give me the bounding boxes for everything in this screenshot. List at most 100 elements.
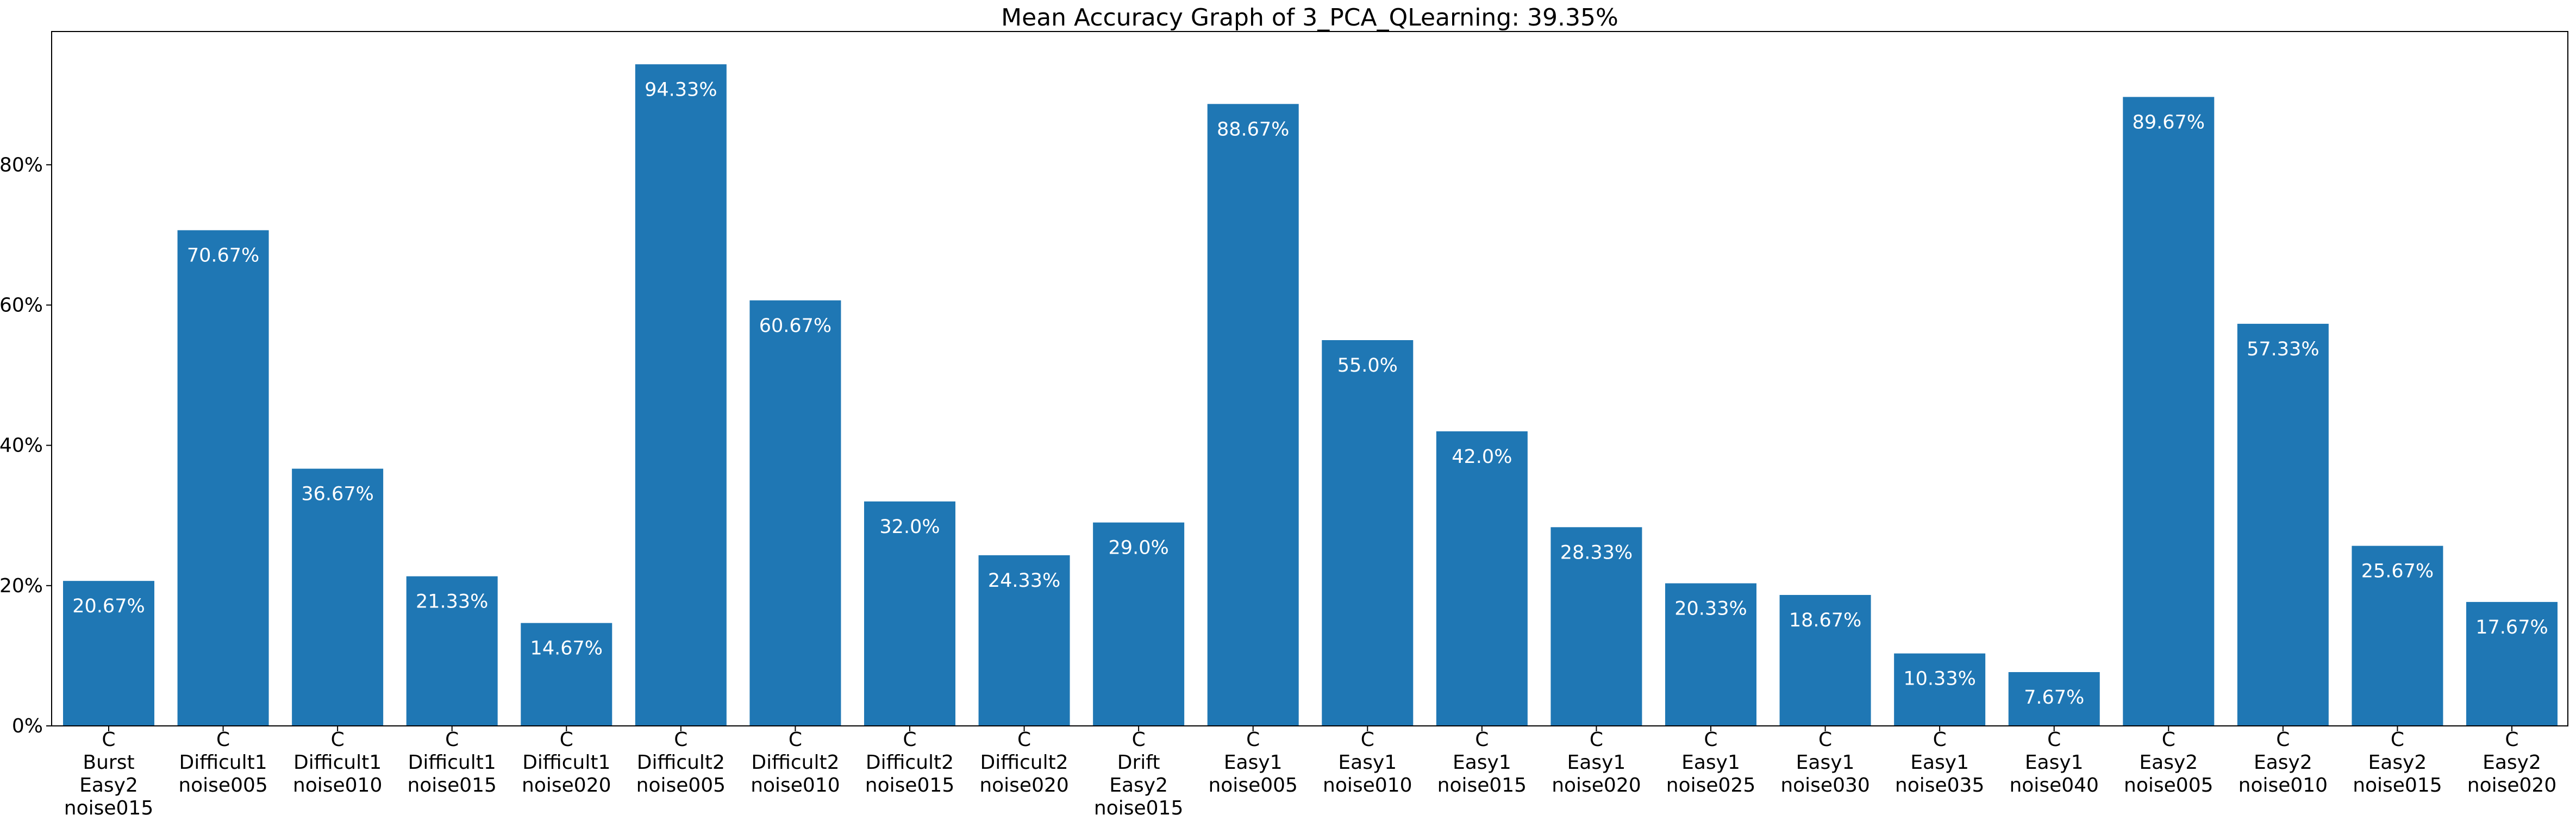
- plot-frame: [51, 31, 2568, 726]
- x-tick-label-line: C: [560, 729, 573, 751]
- x-tick-label: C Difficult2 noise005: [636, 729, 726, 797]
- x-tick-label-line: noise015: [64, 797, 153, 815]
- x-tick-label: C Difficult2 noise010: [751, 729, 840, 797]
- bar-value-label: 25.67%: [2361, 561, 2434, 582]
- bar-value-label: 57.33%: [2247, 338, 2319, 360]
- x-tick-label-line: Easy2: [2254, 751, 2312, 774]
- x-tick-label-line: C: [1933, 729, 1947, 751]
- bar-value-label: 88.67%: [1217, 118, 1289, 140]
- x-tick-label-line: noise005: [1208, 774, 1297, 797]
- bar-value-label: 24.33%: [988, 570, 1060, 592]
- x-tick-label-line: noise010: [1323, 774, 1412, 797]
- bar: [978, 555, 1070, 726]
- x-tick-label-line: Easy1: [1224, 751, 1283, 774]
- y-tick-label: 60%: [0, 294, 43, 316]
- x-tick-label: C Difficult2 noise020: [979, 729, 1068, 797]
- bar-value-label: 36.67%: [301, 484, 373, 505]
- x-tick-label-line: Difficult1: [179, 751, 267, 774]
- bar-value-label: 10.33%: [1903, 668, 1975, 690]
- x-tick-label: C Easy1 noise005: [1208, 729, 1297, 797]
- x-tick-label-line: Difficult2: [980, 751, 1068, 774]
- bar-value-label: 60.67%: [759, 315, 831, 337]
- bar: [1322, 340, 1414, 726]
- x-tick-label-line: C: [2047, 729, 2061, 751]
- bar: [1093, 522, 1185, 726]
- x-tick-label-line: Difficult2: [866, 751, 954, 774]
- y-axis: 0% 20% 40% 60% 80%: [0, 154, 52, 737]
- x-tick-label-line: noise010: [293, 774, 382, 797]
- x-tick-label-line: Easy1: [1796, 751, 1855, 774]
- x-tick-label-line: Difficult2: [751, 751, 839, 774]
- x-tick-label-line: Easy1: [1338, 751, 1397, 774]
- x-tick-label-line: C: [674, 729, 687, 751]
- x-tick-label-line: noise040: [2009, 774, 2098, 797]
- bar: [864, 501, 955, 726]
- x-tick-label-line: noise005: [178, 774, 267, 797]
- x-tick-label: C Easy1 noise040: [2009, 729, 2098, 797]
- x-tick-label: C Easy1 noise010: [1323, 729, 1412, 797]
- y-tick-label: 40%: [0, 435, 43, 457]
- bar: [1779, 594, 1871, 726]
- x-tick-label: C Easy1 noise020: [1552, 729, 1641, 797]
- x-tick-label-line: noise035: [1895, 774, 1984, 797]
- bar-value-label: 94.33%: [645, 79, 717, 101]
- bar-value-label: 18.67%: [1789, 610, 1861, 631]
- x-tick-label-line: C: [903, 729, 916, 751]
- bar-value-label: 89.67%: [2133, 111, 2205, 133]
- x-tick-label-line: C: [1475, 729, 1489, 751]
- x-tick-label-line: C: [2505, 729, 2518, 751]
- x-tick-label: C Easy2 noise015: [2353, 729, 2442, 797]
- x-tick-label-line: Easy2: [2368, 751, 2427, 774]
- x-tick-label-line: noise010: [751, 774, 840, 797]
- x-tick-label-line: Easy2: [79, 774, 138, 797]
- x-tick-label-line: C: [2162, 729, 2175, 751]
- bar: [1207, 104, 1299, 726]
- bar: [635, 64, 727, 726]
- x-tick-label-line: Easy1: [2025, 751, 2084, 774]
- x-tick-label-line: C: [445, 729, 459, 751]
- bar: [521, 623, 612, 726]
- x-tick-label-line: C: [1017, 729, 1031, 751]
- bar-value-label: 29.0%: [1109, 537, 1169, 559]
- x-tick-label-line: noise005: [2124, 774, 2213, 797]
- x-tick-label-line: C: [1361, 729, 1374, 751]
- x-tick-label-line: Easy2: [2483, 751, 2541, 774]
- x-tick-label-line: C: [2276, 729, 2290, 751]
- x-tick-label: C Easy1 noise030: [1780, 729, 1870, 797]
- x-tick-label: C Burst Easy2 noise015: [64, 729, 153, 815]
- x-tick-label-line: noise015: [1094, 797, 1183, 815]
- x-tick-label-line: Easy2: [2139, 751, 2198, 774]
- x-tick-label: C Easy2 noise010: [2239, 729, 2328, 797]
- bar: [2237, 323, 2329, 726]
- x-tick-label-line: noise020: [1552, 774, 1641, 797]
- y-tick-label: 0%: [12, 715, 43, 737]
- x-tick-label-line: C: [1704, 729, 1717, 751]
- y-tick-label: 80%: [0, 154, 43, 176]
- x-tick-label: C Difficult1 noise015: [407, 729, 496, 797]
- x-tick-label-line: C: [1818, 729, 1832, 751]
- x-tick-label-line: noise015: [2353, 774, 2442, 797]
- x-tick-label-line: noise015: [407, 774, 496, 797]
- x-tick-label-line: noise005: [636, 774, 726, 797]
- x-tick-label-line: C: [1132, 729, 1146, 751]
- x-tick-label-line: noise015: [1437, 774, 1527, 797]
- bar: [2352, 546, 2443, 726]
- x-tick-label-line: C: [1590, 729, 1603, 751]
- bars-layer: [63, 64, 2558, 726]
- x-tick-label-line: noise030: [1780, 774, 1870, 797]
- x-tick-label-line: Drift: [1117, 751, 1160, 774]
- x-tick-label-line: Difficult1: [408, 751, 496, 774]
- bar-value-label: 28.33%: [1560, 542, 1633, 563]
- x-tick-label-line: noise010: [2239, 774, 2328, 797]
- x-tick-label-line: C: [331, 729, 345, 751]
- chart-title: Mean Accuracy Graph of 3_PCA_QLearning: …: [1001, 4, 1618, 32]
- bar: [177, 230, 269, 726]
- y-tick-label: 20%: [0, 575, 43, 597]
- x-tick-label: C Easy2 noise020: [2467, 729, 2556, 797]
- bar: [292, 468, 384, 726]
- x-tick-label-line: noise025: [1666, 774, 1755, 797]
- bar-value-label: 20.67%: [72, 595, 145, 617]
- x-tick-label-line: noise015: [865, 774, 954, 797]
- bar-labels-layer: 20.67% 70.67% 36.67% 21.33% 14.67% 94.33% 60.6…: [72, 79, 2548, 709]
